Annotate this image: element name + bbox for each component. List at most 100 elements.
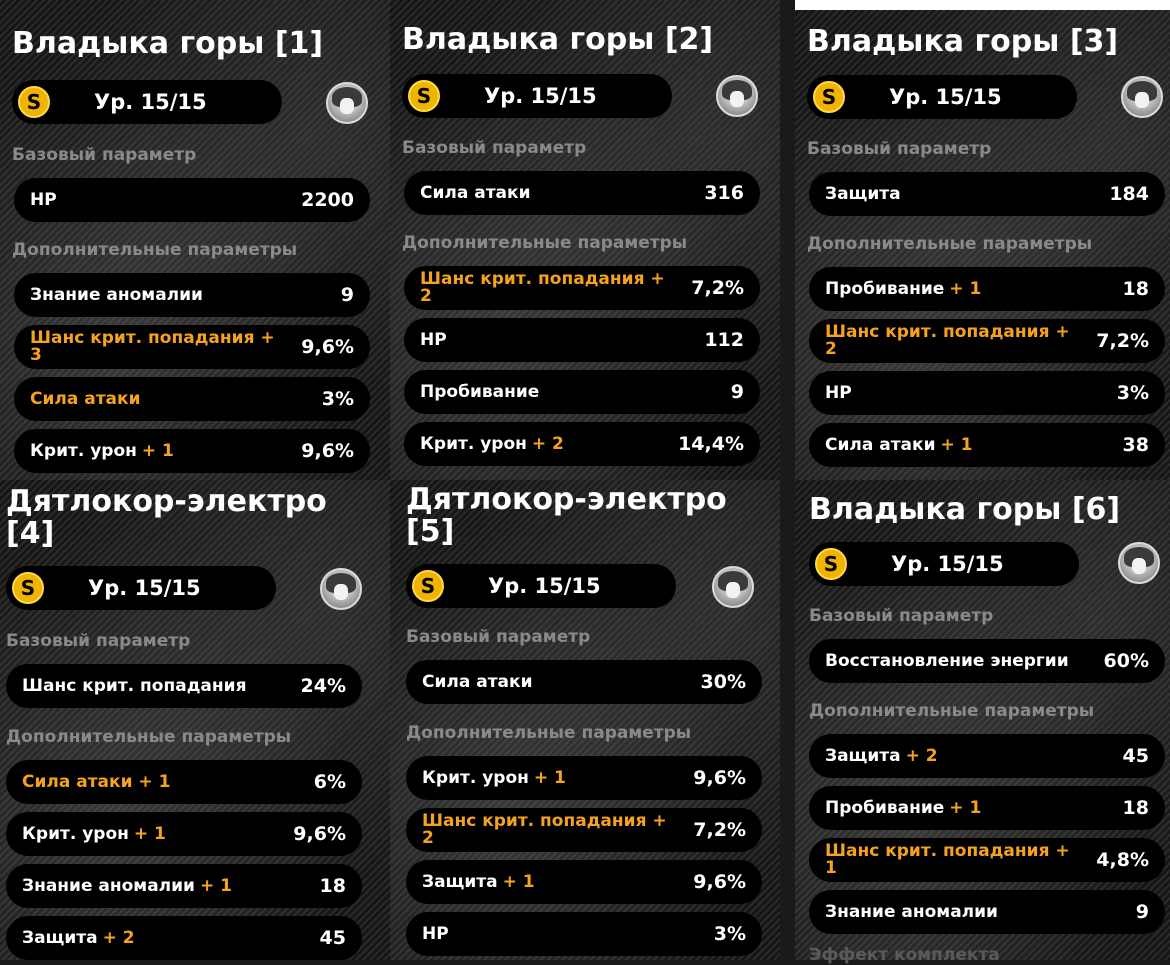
sub-stat-row: Сила атаки + 1 6% xyxy=(6,760,362,804)
stat-name: Пробивание + 1 xyxy=(825,797,982,818)
sub-stats-label: Дополнительные параметры xyxy=(402,233,688,253)
stat-value: 24% xyxy=(300,675,346,697)
disc-panel-6[interactable]: Владыка горы [6] S Ур. 15/15 Базовый пар… xyxy=(795,480,1170,960)
level-text: Ур. 15/15 xyxy=(484,84,597,108)
stat-name: Восстановление энергии xyxy=(825,650,1069,671)
base-stat-row: Сила атаки 30% xyxy=(406,660,762,704)
panel-title: Владыка горы [3] xyxy=(807,24,1119,59)
agent-avatar-icon[interactable] xyxy=(320,568,362,610)
sub-stat-row: Шанс крит. попадания + 1 4,8% xyxy=(809,838,1165,882)
disc-panel-2[interactable]: Владыка горы [2] S Ур. 15/15 Базовый пар… xyxy=(390,0,780,480)
coin-icon: S xyxy=(12,572,44,604)
stat-name: Защита + 2 xyxy=(825,745,938,766)
upgrade-bonus: + 1 xyxy=(502,871,535,892)
base-stat-row: Сила атаки 316 xyxy=(404,171,760,215)
sub-stat-row: Пробивание + 1 18 xyxy=(809,786,1165,830)
sub-stat-row: Сила атаки 3% xyxy=(14,377,370,421)
coin-icon: S xyxy=(815,548,847,580)
sub-stat-row: Шанс крит. попадания + 2 7,2% xyxy=(809,319,1165,363)
stat-name: Шанс крит. попадания + 2 xyxy=(420,269,665,306)
sub-stat-row: Пробивание 9 xyxy=(404,370,760,414)
sub-stat-row: Сила атаки + 1 38 xyxy=(809,423,1165,467)
stat-value: 9,6% xyxy=(693,767,746,789)
stat-value: 184 xyxy=(1109,183,1149,205)
stat-name: Крит. урон + 1 xyxy=(30,440,174,461)
disc-panel-5[interactable]: Дятлокор-электро [5] S Ур. 15/15 Базовый… xyxy=(390,480,780,960)
stat-value: 14,4% xyxy=(678,433,744,455)
disc-panel-1[interactable]: Владыка горы [1] S Ур. 15/15 Базовый пар… xyxy=(0,0,390,480)
disc-panel-4[interactable]: Дятлокор-электро [4] S Ур. 15/15 Базовый… xyxy=(0,480,390,960)
agent-avatar-icon[interactable] xyxy=(326,82,368,124)
stat-value: 18 xyxy=(1122,797,1149,819)
sub-stat-row: Шанс крит. попадания + 3 9,6% xyxy=(14,325,370,369)
stat-name: Защита + 2 xyxy=(22,927,135,948)
level-text: Ур. 15/15 xyxy=(891,552,1004,576)
stat-value: 3% xyxy=(321,388,354,410)
sub-stat-row: Защита + 2 45 xyxy=(809,734,1165,778)
base-stat-row: Защита 184 xyxy=(809,172,1165,216)
stat-value: 45 xyxy=(319,927,346,949)
stat-name: Защита xyxy=(825,183,901,204)
agent-avatar-icon[interactable] xyxy=(1121,76,1163,118)
level-pill: S Ур. 15/15 xyxy=(809,542,1079,586)
stat-value: 4,8% xyxy=(1096,849,1149,871)
stat-name: Крит. урон + 1 xyxy=(422,767,566,788)
sub-stat-row: Крит. урон + 1 9,6% xyxy=(406,756,762,800)
top-strip xyxy=(795,0,1170,12)
stat-name: Шанс крит. попадания + 2 xyxy=(825,322,1070,359)
upgrade-bonus: + 1 xyxy=(533,767,566,788)
level-pill: S Ур. 15/15 xyxy=(12,80,282,124)
stat-name: Сила атаки + 1 xyxy=(22,771,171,792)
stat-value: 45 xyxy=(1122,745,1149,767)
stat-name: HP xyxy=(825,382,852,403)
sub-stat-row: Пробивание + 1 18 xyxy=(809,267,1165,311)
sub-stat-row: HP 3% xyxy=(406,912,762,956)
agent-avatar-icon[interactable] xyxy=(1118,542,1160,584)
base-stat-label: Базовый параметр xyxy=(807,139,992,159)
upgrade-bonus: + 1 xyxy=(199,875,232,896)
sub-stat-row: Шанс крит. попадания + 2 7,2% xyxy=(404,266,760,310)
upgrade-bonus: + 1 xyxy=(133,823,166,844)
stat-name: HP xyxy=(30,189,57,210)
stat-value: 9 xyxy=(730,381,744,403)
coin-icon: S xyxy=(18,86,50,118)
stat-name: Шанс крит. попадания + 3 xyxy=(30,328,275,365)
sub-stats-label: Дополнительные параметры xyxy=(6,727,292,747)
stat-value: 9,6% xyxy=(693,871,746,893)
base-stat-row: Шанс крит. попадания 24% xyxy=(6,664,362,708)
sub-stat-row: Защита + 2 45 xyxy=(6,916,362,960)
base-stat-label: Базовый параметр xyxy=(406,627,591,647)
upgrade-bonus: + 2 xyxy=(102,927,135,948)
sub-stats-label: Дополнительные параметры xyxy=(406,723,692,743)
panel-title: Владыка горы [2] xyxy=(402,22,714,57)
set-effect-label-cut: Эффект комплекта xyxy=(809,945,1000,965)
sub-stats-label: Дополнительные параметры xyxy=(12,240,298,260)
sub-stat-row: Крит. урон + 1 9,6% xyxy=(14,429,370,473)
stat-value: 9,6% xyxy=(301,440,354,462)
stat-value: 9 xyxy=(340,284,354,306)
stat-value: 60% xyxy=(1103,650,1149,672)
upgrade-bonus: + 1 xyxy=(949,797,982,818)
coin-icon: S xyxy=(408,80,440,112)
stat-name: Сила атаки xyxy=(422,671,533,692)
base-stat-label: Базовый параметр xyxy=(12,145,197,165)
sub-stat-row: Крит. урон + 2 14,4% xyxy=(404,422,760,466)
disc-panel-3[interactable]: Владыка горы [3] S Ур. 15/15 Базовый пар… xyxy=(795,10,1170,490)
stat-value: 6% xyxy=(313,771,346,793)
stat-name: Знание аномалии xyxy=(30,284,203,305)
panel-title: Дятлокор-электро [5] xyxy=(406,482,727,549)
stat-value: 7,2% xyxy=(693,819,746,841)
stat-value: 7,2% xyxy=(1096,330,1149,352)
agent-avatar-icon[interactable] xyxy=(712,566,754,608)
panel-title: Дятлокор-электро [4] xyxy=(6,484,327,551)
stat-value: 9 xyxy=(1135,901,1149,923)
stat-value: 316 xyxy=(704,182,744,204)
agent-avatar-icon[interactable] xyxy=(716,75,758,117)
panel-title: Владыка горы [6] xyxy=(809,492,1121,527)
sub-stat-row: Знание аномалии 9 xyxy=(14,273,370,317)
stat-name: HP xyxy=(422,923,449,944)
base-stat-row: Восстановление энергии 60% xyxy=(809,639,1165,683)
sub-stat-row: Знание аномалии 9 xyxy=(809,890,1165,934)
stat-value: 9,6% xyxy=(293,823,346,845)
stat-name: HP xyxy=(420,329,447,350)
